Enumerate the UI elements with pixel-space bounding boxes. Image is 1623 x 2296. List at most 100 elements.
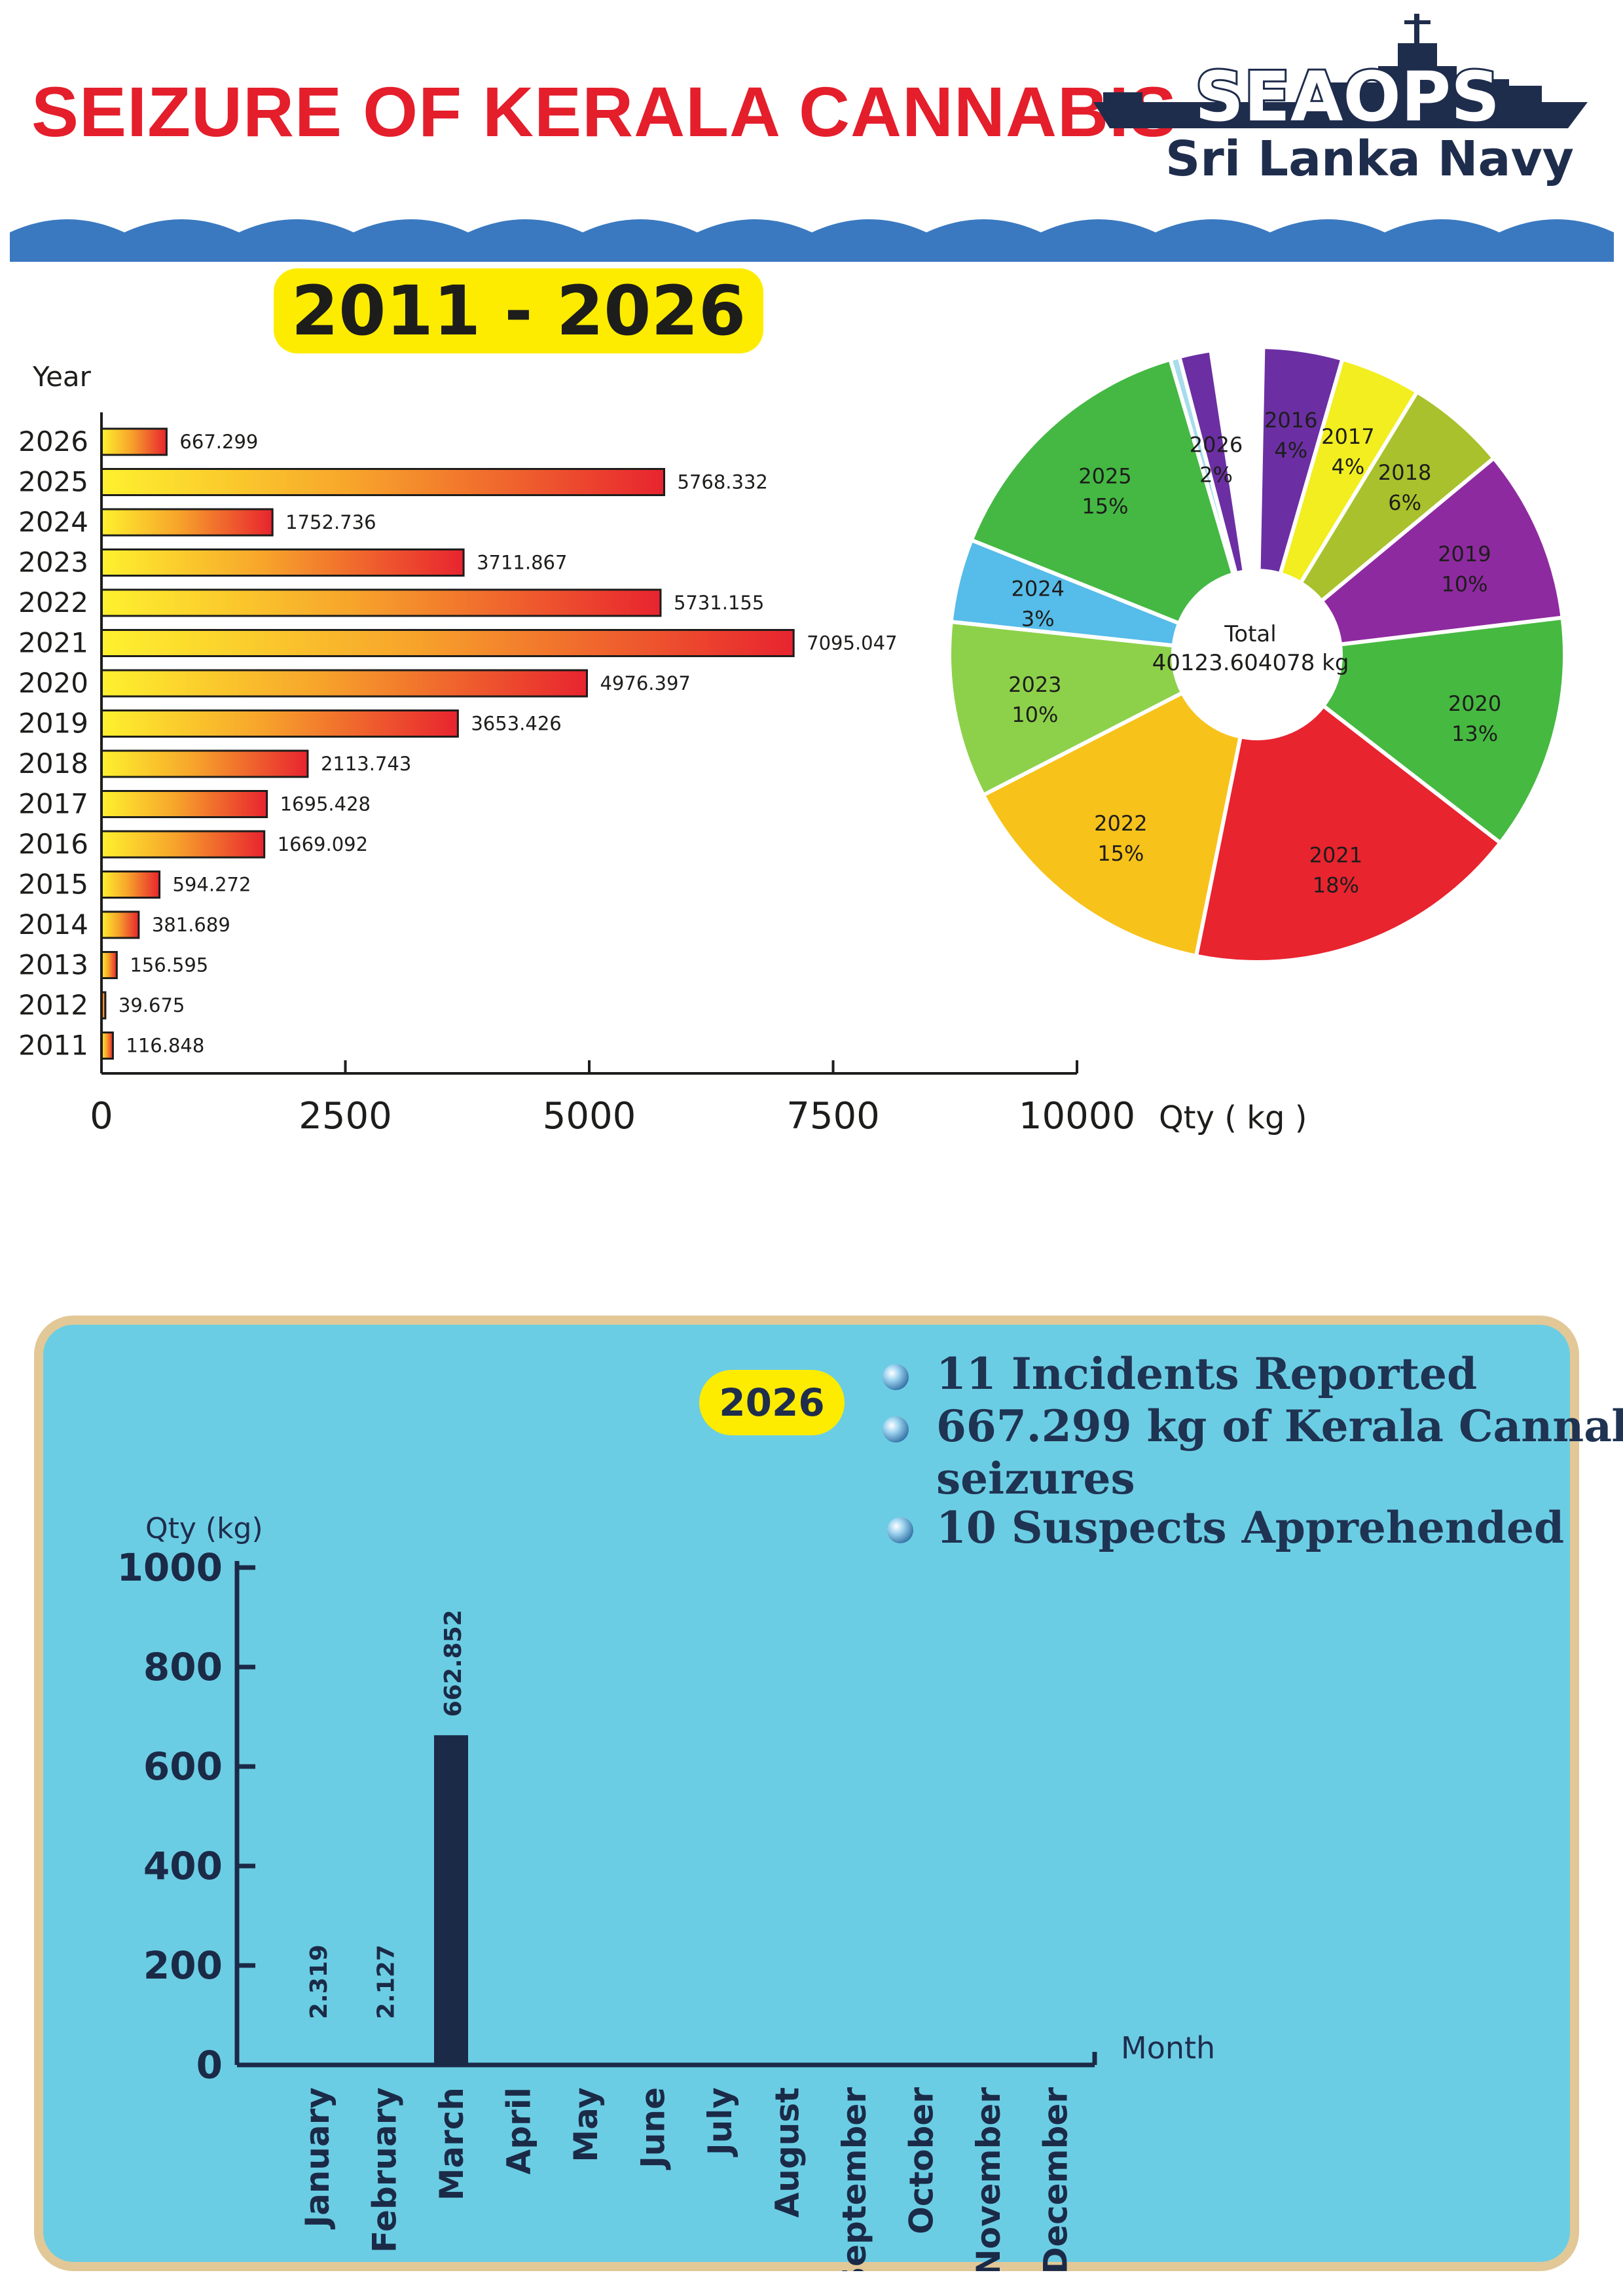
monthly-bar <box>434 1735 468 2065</box>
bar-value-label: 2113.743 <box>321 753 411 775</box>
month-tick-label: September <box>835 2087 873 2271</box>
bar-value-label: 1752.736 <box>285 511 376 533</box>
yearly-share-donut-chart: 2016 4% 2017 4% 2018 6% 2019 10% 2020 13% 2021 18% 2… <box>947 345 1567 964</box>
year-tick-label: 2011 <box>18 1030 88 1062</box>
slice-percent-label: 18% <box>1313 872 1359 897</box>
month-tick-label: June <box>634 2087 672 2170</box>
month-tick-label: November <box>970 2087 1008 2271</box>
y-tick-label: 800 <box>143 1645 223 1689</box>
bar-value-label: 39.675 <box>119 994 185 1016</box>
x-axis-label: Month <box>1121 2030 1215 2066</box>
bullet-icon <box>887 1517 913 1543</box>
bar-value-label: 5768.332 <box>677 471 767 493</box>
year-tick-label: 2014 <box>18 908 88 941</box>
donut-hole <box>1173 571 1341 738</box>
month-tick-label: March <box>433 2087 471 2200</box>
bar <box>100 427 168 456</box>
summary-year-badge: 2026 <box>699 1370 845 1435</box>
year-tick-label: 2018 <box>18 747 88 780</box>
bar-value-label: 116.848 <box>126 1035 204 1057</box>
bar <box>100 749 309 778</box>
slice-percent-label: 6% <box>1388 490 1421 515</box>
monthly-bar <box>287 2063 327 2065</box>
y-axis-label: Year <box>32 361 92 393</box>
month-tick-label: December <box>1037 2087 1075 2271</box>
y-tick-label: 0 <box>196 2043 223 2087</box>
slice-year-label: 2024 <box>1012 577 1065 601</box>
fact-suspects: 10 Suspects Apprehended <box>936 1502 1565 1553</box>
slice-percent-label: 13% <box>1451 721 1498 746</box>
bar <box>100 709 459 738</box>
y-tick-label: 200 <box>143 1943 223 1988</box>
bar-value-label: 3711.867 <box>477 552 567 574</box>
fact-quantity-cont: seizures <box>936 1453 1135 1504</box>
bar <box>100 870 161 899</box>
y-tick-label: 1000 <box>117 1545 223 1590</box>
monthly-bar <box>354 2063 394 2065</box>
bar <box>100 588 662 617</box>
bar <box>100 508 274 537</box>
page-title: SEIZURE OF KERALA CANNABIS <box>31 72 1178 151</box>
bar <box>100 669 588 698</box>
monthly-value-label: 662.852 <box>440 1609 467 1717</box>
bar-value-label: 1695.428 <box>280 793 371 816</box>
slice-year-label: 2022 <box>1094 811 1147 836</box>
donut-center-value: 40123.604078 kg <box>1152 650 1349 676</box>
slice-year-label: 2021 <box>1309 842 1362 867</box>
slice-year-label: 2018 <box>1378 460 1431 485</box>
bar-value-label: 7095.047 <box>807 632 897 655</box>
x-tick-label: 7500 <box>786 1095 880 1138</box>
bar <box>100 790 268 818</box>
bar-value-label: 594.272 <box>173 874 251 896</box>
slice-percent-label: 4% <box>1274 438 1307 463</box>
bar <box>100 468 665 496</box>
month-tick-label: July <box>701 2087 739 2157</box>
year-tick-label: 2016 <box>18 828 88 860</box>
org-name: Sri Lanka Navy <box>1165 131 1574 187</box>
year-tick-label: 2024 <box>18 506 88 538</box>
bar <box>100 910 140 939</box>
x-tick-label: 5000 <box>543 1095 636 1138</box>
slice-year-label: 2025 <box>1078 464 1131 489</box>
slice-year-label: 2019 <box>1438 542 1491 567</box>
year-tick-label: 2023 <box>18 547 88 579</box>
period-badge: 2011 - 2026 <box>274 268 763 353</box>
month-tick-label: May <box>567 2087 605 2162</box>
year-tick-label: 2026 <box>18 425 88 457</box>
year-tick-label: 2012 <box>18 989 88 1021</box>
year-tick-label: 2020 <box>18 667 88 699</box>
year-tick-label: 2015 <box>18 869 88 901</box>
bar-value-label: 3653.426 <box>471 713 561 735</box>
bar <box>100 1031 114 1060</box>
month-tick-label: January <box>299 2087 337 2230</box>
bullet-icon <box>883 1364 909 1390</box>
slice-year-label: 2016 <box>1264 408 1317 433</box>
slice-percent-label: 15% <box>1082 494 1128 519</box>
month-tick-label: February <box>366 2087 404 2253</box>
slice-percent-label: 3% <box>1021 607 1055 632</box>
logo-text: SEAOPS <box>1195 57 1500 137</box>
slice-year-label: 2020 <box>1448 691 1501 716</box>
bar-value-label: 156.595 <box>130 954 208 977</box>
bar-value-label: 5731.155 <box>674 592 764 614</box>
x-tick-label: 2500 <box>299 1095 392 1138</box>
bar <box>100 951 118 979</box>
yearly-seizure-bar-chart: Year 2026 667.299 2025 5768.332 2024 1752.736 2… <box>18 361 1307 1138</box>
monthly-summary-panel <box>34 1316 1579 2271</box>
monthly-seizure-bar-chart: Qty (kg) 0 200 400 600 800 1000 Month 2.319 Janua… <box>117 1512 1216 2271</box>
monthly-value-label: 2.319 <box>306 1945 333 2019</box>
year-tick-label: 2025 <box>18 466 88 498</box>
slice-percent-label: 2% <box>1199 462 1233 487</box>
month-tick-label: April <box>500 2087 538 2174</box>
fact-incidents: 11 Incidents Reported <box>936 1348 1478 1399</box>
monthly-value-label: 2.127 <box>373 1945 400 2019</box>
month-tick-label: August <box>769 2087 807 2217</box>
slice-year-label: 2017 <box>1321 424 1374 449</box>
bar-value-label: 381.689 <box>152 914 230 936</box>
wave-divider <box>10 219 1614 262</box>
y-tick-label: 400 <box>143 1844 223 1888</box>
x-axis-label: Qty ( kg ) <box>1159 1100 1307 1136</box>
year-tick-label: 2019 <box>18 708 88 740</box>
bullet-icon <box>883 1416 909 1443</box>
navy-ship-logo: SEAOPS <box>1093 14 1588 139</box>
